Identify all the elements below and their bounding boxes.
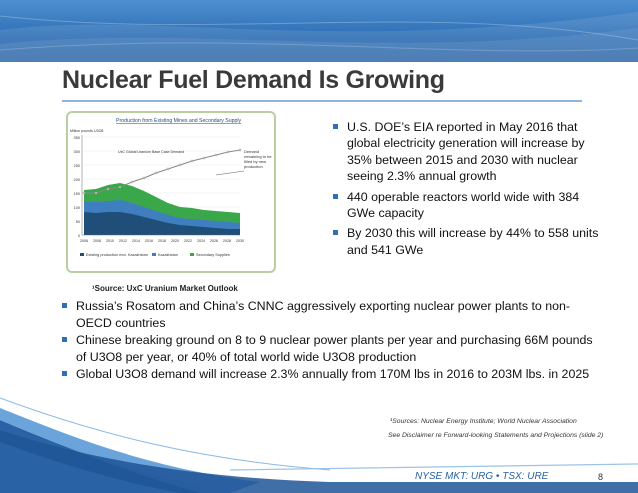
list-item: Russia’s Rosatom and China’s CNNC aggres… <box>62 298 602 331</box>
legend-swatch-kazakhstan <box>152 253 156 256</box>
bullet-square-icon <box>62 337 67 343</box>
x-tick-label: 2012 <box>119 239 127 243</box>
footer-wave <box>0 397 638 493</box>
x-tick-label: 2006 <box>80 239 88 243</box>
demand-line-label: UxC Global Uranium Base Case Demand <box>118 150 184 154</box>
right-bullet-list: U.S. DOE’s EIA reported in May 2016 that… <box>333 119 608 262</box>
existing-production-area <box>84 212 240 235</box>
x-tick-label: 2014 <box>132 239 140 243</box>
chart-source: ¹Source: UxC Uranium Market Outlook <box>92 284 238 293</box>
legend-swatch-existing <box>80 253 84 256</box>
y-tick-label: 250 <box>74 164 80 168</box>
chart-svg: Production from Existing Mines and Secon… <box>70 118 272 257</box>
list-item: 440 operable reactors world wide with 38… <box>333 189 608 222</box>
annotation-arrow <box>215 170 245 176</box>
bullet-square-icon <box>333 124 338 129</box>
y-tick-label: 300 <box>74 150 80 154</box>
x-tick-label: 2020 <box>171 239 179 243</box>
x-tick-label: 2018 <box>158 239 166 243</box>
legend-kazakhstan: Kazakhstan <box>158 253 178 257</box>
bullet-square-icon <box>333 193 338 199</box>
title-divider <box>62 100 582 102</box>
demand-line <box>84 149 241 194</box>
y-tick-label: 100 <box>74 206 80 210</box>
list-item: U.S. DOE’s EIA reported in May 2016 that… <box>333 119 608 185</box>
x-tick-label: 2008 <box>93 239 101 243</box>
x-tick-label: 2030 <box>236 239 244 243</box>
list-item: Chinese breaking ground on 8 to 9 nuclea… <box>62 332 602 365</box>
supply-demand-chart: Production from Existing Mines and Secon… <box>66 111 276 273</box>
legend-swatch-secondary <box>190 253 194 256</box>
list-item: Global U3O8 demand will increase 2.3% an… <box>62 366 602 383</box>
y-tick-label: 0 <box>78 234 80 238</box>
stock-ticker: NYSE MKT: URG • TSX: URE <box>415 471 549 482</box>
page-title: Nuclear Fuel Demand Is Growing <box>62 66 445 94</box>
demand-annotation: Demand remaining to be filled by new pro… <box>244 149 272 169</box>
chart-y-label: Million pounds U3O8 <box>70 129 103 133</box>
y-tick-label: 350 <box>74 136 80 140</box>
bullet-square-icon <box>62 371 67 377</box>
bottom-bullet-list: Russia’s Rosatom and China’s CNNC aggres… <box>62 298 602 384</box>
header-band <box>0 0 638 62</box>
x-tick-label: 2024 <box>197 239 205 243</box>
bullet-square-icon <box>62 303 67 308</box>
x-tick-label: 2026 <box>210 239 218 243</box>
x-tick-label: 2010 <box>106 239 114 243</box>
bullet-square-icon <box>333 230 338 236</box>
y-tick-label: 200 <box>74 178 80 182</box>
disclaimer-footnote: See Disclaimer re Forward-looking Statem… <box>388 432 604 439</box>
page-number: 8 <box>598 472 604 482</box>
chart-title: Production from Existing Mines and Secon… <box>116 118 242 124</box>
y-tick-label: 150 <box>74 192 80 196</box>
legend-secondary: Secondary Supplies <box>196 253 230 257</box>
x-tick-label: 2016 <box>145 239 153 243</box>
y-tick-label: 50 <box>76 220 80 224</box>
legend-existing: Existing production excl. Kazakhstan <box>86 253 148 257</box>
x-tick-label: 2022 <box>184 239 192 243</box>
list-item: By 2030 this will increase by 44% to 558… <box>333 225 608 258</box>
sources-footnote: ¹Sources: Nuclear Energy Institute; Worl… <box>390 418 577 425</box>
x-tick-label: 2028 <box>223 239 231 243</box>
